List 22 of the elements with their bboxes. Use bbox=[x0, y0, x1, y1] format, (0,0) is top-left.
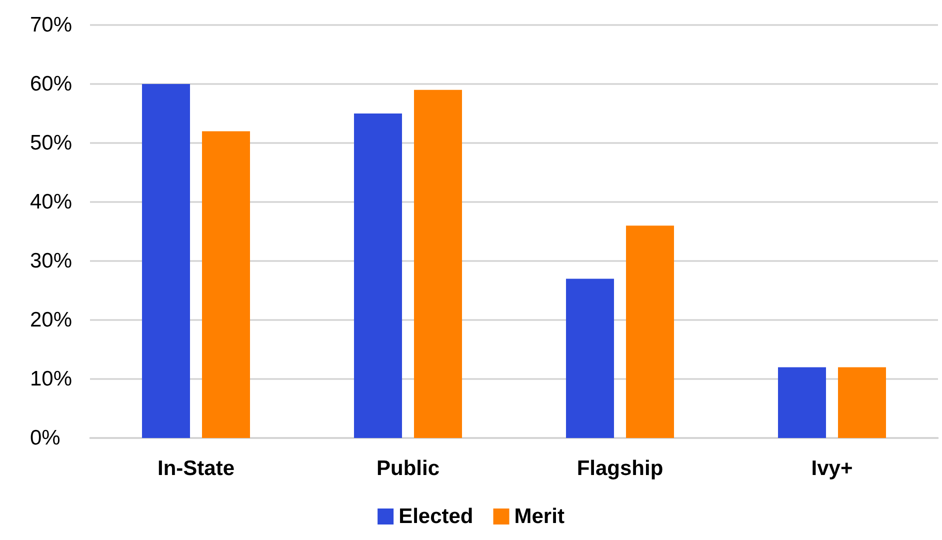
bar bbox=[414, 90, 462, 438]
x-tick-label: In-State bbox=[157, 457, 235, 480]
bar bbox=[626, 226, 674, 438]
bar bbox=[354, 114, 402, 438]
y-tick-label: 20% bbox=[30, 308, 72, 332]
y-tick-label: 60% bbox=[30, 72, 72, 96]
y-tick-label: 10% bbox=[30, 368, 72, 390]
legend-label: Elected bbox=[398, 505, 474, 528]
y-tick-label: 30% bbox=[30, 250, 72, 272]
bar bbox=[566, 278, 614, 438]
bar bbox=[142, 84, 190, 438]
y-tick-label: 50% bbox=[30, 132, 72, 154]
x-tick-label: Public bbox=[376, 457, 440, 480]
x-tick-label: Flagship bbox=[576, 457, 664, 480]
y-tick-label: 70% bbox=[30, 14, 72, 36]
y-tick-label: 40% bbox=[30, 190, 72, 214]
legend-label: Merit bbox=[514, 505, 564, 528]
bar bbox=[838, 367, 886, 438]
y-tick-label: 0% bbox=[30, 426, 60, 450]
x-tick-label: Ivy+ bbox=[811, 457, 853, 480]
bar bbox=[202, 131, 250, 438]
bar bbox=[778, 367, 826, 438]
